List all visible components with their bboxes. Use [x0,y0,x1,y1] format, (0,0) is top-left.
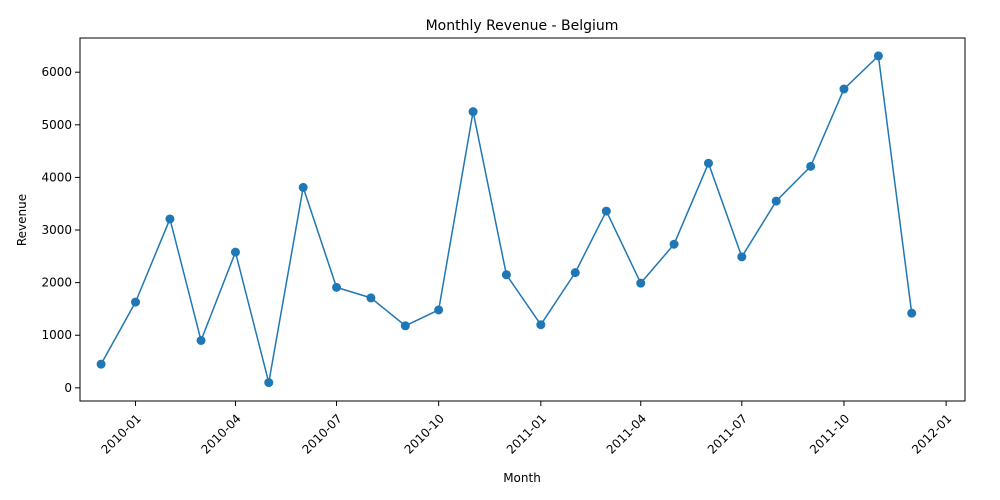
data-point-2010-06-01 [298,182,308,192]
x-tick-label: 2012-01 [909,411,954,456]
x-tick-label: 2010-07 [299,411,344,456]
data-point-2010-04-01 [230,247,240,257]
x-tick-label: 2011-04 [604,411,649,456]
data-point-2011-03-01 [601,206,611,216]
y-tick-label: 4000 [41,170,72,184]
series-layer [96,51,917,388]
y-tick-label: 1000 [41,328,72,342]
data-point-2010-12-01 [501,270,511,280]
y-tick-label: 5000 [41,118,72,132]
data-point-2011-08-01 [771,196,781,206]
plot-area-frame [79,37,966,402]
x-tick-label: 2011-10 [807,411,852,456]
y-tick-label: 0 [64,381,72,395]
x-tick-label: 2011-07 [705,411,750,456]
data-point-2010-10-01 [434,305,444,315]
data-point-2010-08-01 [366,293,376,303]
data-point-2011-11-01 [873,51,883,61]
data-point-2011-05-01 [669,239,679,249]
data-point-2011-04-01 [636,278,646,288]
x-tick-label: 2010-04 [198,411,243,456]
x-tick-label: 2010-01 [99,411,144,456]
data-point-2011-09-01 [806,161,816,171]
x-tick-label: 2011-01 [504,411,549,456]
y-tick-label: 3000 [41,223,72,237]
x-tick-label: 2010-10 [402,411,447,456]
y-tick-label: 2000 [41,276,72,290]
data-point-2011-07-01 [737,252,747,262]
chart-title: Monthly Revenue - Belgium [426,18,619,34]
y-tick-label: 6000 [41,65,72,79]
data-point-2011-12-01 [907,308,917,318]
data-point-2011-02-01 [570,268,580,278]
data-point-2011-10-01 [839,84,849,94]
y-axis: 0 1000 2000 3000 4000 5000 6000 [41,65,80,395]
data-point-2010-05-01 [264,378,274,388]
data-point-2010-07-01 [332,282,342,292]
data-point-2009-12-01 [96,359,106,369]
data-point-2010-09-01 [400,321,410,331]
series-line-0 [100,55,913,384]
data-point-2010-01-01 [131,297,141,307]
y-axis-label: Revenue [15,194,29,246]
data-point-2010-11-01 [468,107,478,117]
data-point-2010-03-01 [196,336,206,345]
x-axis: 2010-01 2010-04 2010-07 2010-10 2011-01 2011-… [99,401,954,457]
data-point-2011-06-01 [703,158,713,168]
data-point-2010-02-01 [165,214,175,224]
data-point-2011-01-01 [536,320,546,330]
x-axis-label: Month [503,471,541,485]
